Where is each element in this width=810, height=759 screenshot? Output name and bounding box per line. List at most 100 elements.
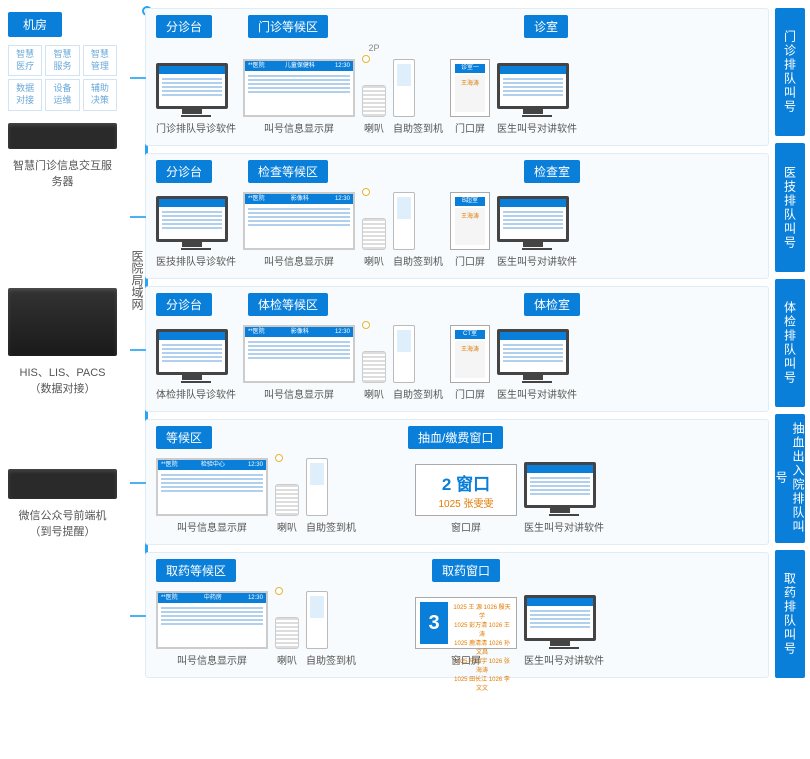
device-item: 2 窗口1025 张雯雯窗口屏 [415,464,517,534]
kiosk-icon [393,325,415,383]
display-screen: **医院儿童保健科12:30 [243,59,355,117]
device-item: 自助签到机 [393,325,443,401]
section-tag: 取药窗口 [432,559,500,582]
device-item: **医院检验中心12:30叫号信息显示屏 [156,458,268,534]
right-bar: 体检排队叫号 [775,279,805,407]
section-tag: 检查等候区 [248,160,328,183]
device-item: **医院中药房12:30叫号信息显示屏 [156,591,268,667]
device-item: 喇叭 [275,454,299,534]
monitor-icon [156,329,228,375]
row-box: 分诊台门诊等候区诊室门诊排队导诊软件**医院儿童保健科12:30叫号信息显示屏2… [145,8,769,146]
display-screen: **医院检验中心12:30 [156,458,268,516]
speaker-icon [275,617,299,649]
feature-tag: 数据对接 [8,79,42,110]
door-screen: B超室王海涛 [450,192,490,250]
connector [130,77,146,79]
feature-tag: 智慧服务 [45,45,79,76]
section-tag: 分诊台 [156,15,212,38]
device-item: 门诊排队导诊软件 [156,63,236,135]
speaker-icon [362,351,386,383]
connection-node [275,587,283,595]
window-display: 31025 王 源 1026 殷天学1025 彭万清 1026 王 涛1025 … [415,597,517,649]
monitor-icon [156,196,228,242]
rows-column: 分诊台门诊等候区诊室门诊排队导诊软件**医院儿童保健科12:30叫号信息显示屏2… [125,0,775,686]
server-3 [8,469,117,499]
kiosk-icon [306,458,328,516]
feature-tag: 智慧医疗 [8,45,42,76]
device-item: 31025 王 源 1026 殷天学1025 彭万清 1026 王 涛1025 … [415,597,517,667]
monitor-icon [497,329,569,375]
device-item: 自助签到机 [393,59,443,135]
row-box: 等候区 抽血/缴费窗口 **医院检验中心12:30叫号信息显示屏喇叭自助签到机 2 窗… [145,419,769,545]
monitor-icon [497,63,569,109]
door-screen: CT室王海涛 [450,325,490,383]
device-item: 医生叫号对讲软件 [524,462,604,534]
monitor-icon [497,196,569,242]
connector [130,349,146,351]
device-item: 喇叭 [362,321,386,401]
row-box: 分诊台 体检等候区 体检室体检排队导诊软件**医院影像科12:30叫号信息显示屏喇叭… [145,286,769,412]
right-bar: 门诊排队叫号 [775,8,805,136]
server3-label: 微信公众号前端机（到号提醒） [8,503,117,546]
monitor-icon [524,462,596,508]
row-box: 分诊台检查等候区检查室医技排队导诊软件**医院影像科12:30叫号信息显示屏喇叭… [145,153,769,279]
section-tag: 检查室 [524,160,580,183]
kiosk-icon [393,59,415,117]
left-column: 机房 智慧医疗智慧服务智慧管理数据对接设备运维辅助决策 智慧门诊信息交互服务器 … [0,0,125,686]
door-screen: 诊室一王海涛 [450,59,490,117]
device-item: **医院影像科12:30叫号信息显示屏 [243,325,355,401]
right-bar: 抽血出入院排队叫号 [775,414,805,542]
speaker-icon [275,484,299,516]
connector [130,216,146,218]
section-tag: 体检室 [524,293,580,316]
device-item: 2P喇叭 [362,43,386,135]
server1-label: 智慧门诊信息交互服务器 [8,153,117,196]
right-bar: 取药排队叫号 [775,550,805,678]
connection-node [275,454,283,462]
connection-node [362,188,370,196]
feature-tag: 智慧管理 [83,45,117,76]
window-display: 2 窗口1025 张雯雯 [415,464,517,516]
section-tag: 分诊台 [156,293,212,316]
device-item: 喇叭 [362,188,386,268]
monitor-icon [156,63,228,109]
section-tag: 等候区 [156,426,212,449]
server2-label: HIS、LIS、PACS（数据对接） [8,360,117,403]
display-screen: **医院影像科12:30 [243,192,355,250]
device-item: 医生叫号对讲软件 [497,196,577,268]
monitor-icon [524,595,596,641]
device-item: B超室王海涛门口屏 [450,192,490,268]
feature-tag: 辅助决策 [83,79,117,110]
connection-node [362,321,370,329]
device-item: 自助签到机 [306,458,356,534]
connector [130,615,146,617]
header-machine-room: 机房 [8,12,62,37]
display-screen: **医院影像科12:30 [243,325,355,383]
connector [130,482,146,484]
kiosk-icon [393,192,415,250]
section-tag: 抽血/缴费窗口 [408,426,503,449]
server-2 [8,288,117,356]
speaker-icon [362,218,386,250]
row-box: 取药等候区取药窗口**医院中药房12:30叫号信息显示屏喇叭自助签到机31025… [145,552,769,678]
section-tag: 取药等候区 [156,559,236,582]
device-item: 喇叭 [275,587,299,667]
device-item: 自助签到机 [393,192,443,268]
device-item: **医院影像科12:30叫号信息显示屏 [243,192,355,268]
device-item: 诊室一王海涛门口屏 [450,59,490,135]
device-item: 医生叫号对讲软件 [497,63,577,135]
feature-tag: 设备运维 [45,79,79,110]
device-item: CT室王海涛门口屏 [450,325,490,401]
device-item: 体检排队导诊软件 [156,329,236,401]
diagram-root: 医院局域网 机房 智慧医疗智慧服务智慧管理数据对接设备运维辅助决策 智慧门诊信息… [0,0,810,686]
connection-node [362,55,370,63]
section-tag: 体检等候区 [248,293,328,316]
lan-label: 医院局域网 [129,250,146,310]
section-tag: 门诊等候区 [248,15,328,38]
device-item: 医技排队导诊软件 [156,196,236,268]
device-item: 医生叫号对讲软件 [497,329,577,401]
device-item: 医生叫号对讲软件 [524,595,604,667]
right-column: 门诊排队叫号医技排队叫号体检排队叫号抽血出入院排队叫号取药排队叫号 [775,0,810,686]
server-1 [8,123,117,149]
tag-grid: 智慧医疗智慧服务智慧管理数据对接设备运维辅助决策 [8,45,117,111]
